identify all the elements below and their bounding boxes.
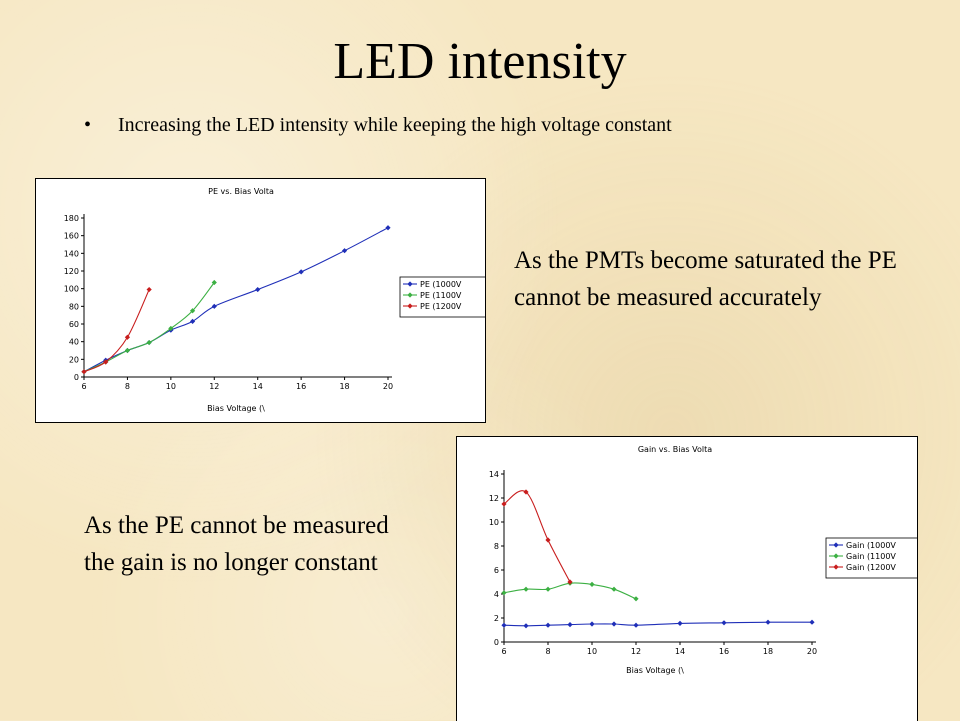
data-point	[677, 620, 683, 626]
data-point	[211, 279, 217, 286]
note-pmt-saturation: As the PMTs become saturated the PE cann…	[514, 247, 897, 311]
data-point	[81, 369, 87, 375]
y-tick-label: 140	[64, 249, 79, 258]
y-tick-label: 40	[69, 338, 79, 347]
chart-title: Gain vs. Bias Volta	[638, 445, 712, 454]
data-point	[633, 596, 639, 602]
data-point	[298, 269, 304, 275]
data-point	[633, 622, 639, 628]
data-point	[809, 619, 815, 625]
note-gain-not-constant: As the PE cannot be measured the gain is…	[84, 512, 389, 576]
y-tick-label: 6	[494, 566, 499, 575]
data-point	[545, 622, 551, 628]
data-point	[611, 621, 617, 627]
legend-label: Gain (1000V	[846, 541, 896, 550]
x-tick-label: 6	[501, 647, 506, 656]
data-point	[721, 620, 727, 626]
y-tick-label: 20	[69, 355, 79, 364]
x-tick-label: 14	[675, 647, 685, 656]
x-axis-label: Bias Voltage (\	[207, 404, 265, 413]
data-point	[124, 347, 131, 354]
data-point	[765, 619, 771, 625]
pe-chart: PE vs. Bias Volta 0 20 40 60 80 100 120 140 160 18…	[35, 178, 486, 423]
data-point	[255, 286, 261, 293]
x-tick-label: 12	[631, 647, 641, 656]
data-point	[523, 623, 529, 629]
legend-label: PE (1000V	[420, 280, 462, 289]
y-tick-label: 180	[64, 214, 79, 223]
legend-swatch-marker	[407, 281, 413, 287]
y-tick-label: 8	[494, 542, 499, 551]
gain-chart-svg: Gain vs. Bias Volta 0 2 4 6 8 10 12 14 6 8 10 12 14 16…	[489, 445, 917, 675]
y-tick-label: 10	[489, 518, 499, 527]
bullet-marker: •	[84, 114, 92, 136]
data-point	[567, 622, 573, 628]
data-point	[523, 586, 529, 592]
gain-chart: Gain vs. Bias Volta 0 2 4 6 8 10 12 14 6 8 10 12 14 16…	[456, 436, 918, 721]
data-point	[341, 248, 348, 254]
y-tick-label: 60	[69, 320, 79, 329]
x-tick-label: 6	[81, 382, 86, 391]
data-point	[211, 303, 217, 309]
series-line-2	[83, 282, 215, 373]
pe-chart-svg: PE vs. Bias Volta 0 20 40 60 80 100 120 140 160 18…	[64, 187, 485, 413]
chart-title: PE vs. Bias Volta	[208, 187, 274, 196]
data-point	[146, 286, 152, 293]
x-tick-label: 10	[166, 382, 176, 391]
y-tick-label: 80	[69, 302, 79, 311]
legend-label: PE (1100V	[420, 291, 462, 300]
x-tick-label: 16	[296, 382, 306, 391]
legend-swatch-marker	[407, 292, 413, 298]
data-point	[501, 501, 507, 507]
x-tick-label: 20	[807, 647, 817, 656]
bullet-point: • Increasing the LED intensity while keep…	[84, 112, 672, 138]
x-tick-label: 18	[339, 382, 349, 391]
data-point	[385, 225, 391, 231]
y-tick-label: 0	[74, 373, 79, 382]
series-line-3	[503, 490, 571, 583]
data-point	[545, 537, 551, 543]
x-axis-label: Bias Voltage (\	[626, 666, 684, 675]
data-point	[146, 339, 152, 346]
data-point	[189, 308, 196, 314]
data-point	[523, 489, 529, 495]
series-line-3	[83, 289, 150, 373]
y-tick-label: 100	[64, 285, 79, 294]
data-point	[103, 359, 109, 365]
x-tick-label: 12	[209, 382, 219, 391]
data-point	[189, 318, 196, 324]
data-point	[501, 622, 507, 628]
y-tick-label: 12	[489, 494, 499, 503]
data-point	[501, 590, 507, 596]
y-tick-label: 160	[64, 232, 79, 241]
data-point	[611, 586, 617, 592]
y-tick-label: 2	[494, 614, 499, 623]
legend-swatch-marker	[833, 553, 839, 559]
legend-label: PE (1200V	[420, 302, 462, 311]
x-tick-label: 18	[763, 647, 773, 656]
legend-label: Gain (1200V	[846, 563, 896, 572]
data-point	[589, 621, 595, 627]
x-tick-label: 10	[587, 647, 597, 656]
legend-label: Gain (1100V	[846, 552, 896, 561]
y-tick-label: 0	[494, 638, 499, 647]
x-tick-label: 20	[383, 382, 393, 391]
x-tick-label: 14	[253, 382, 263, 391]
y-tick-label: 14	[489, 470, 499, 479]
y-tick-label: 4	[494, 590, 499, 599]
data-point	[589, 581, 595, 587]
slide-title: LED intensity	[333, 33, 627, 90]
x-tick-label: 8	[545, 647, 550, 656]
bullet-text: Increasing the LED intensity while keepi…	[118, 114, 672, 136]
legend-swatch-marker	[407, 303, 413, 309]
data-point	[124, 334, 131, 340]
y-tick-label: 120	[64, 267, 79, 276]
x-tick-label: 16	[719, 647, 729, 656]
legend-swatch-marker	[833, 564, 839, 570]
x-tick-label: 8	[125, 382, 130, 391]
legend-swatch-marker	[833, 542, 839, 548]
data-point	[567, 579, 573, 585]
data-point	[545, 586, 551, 592]
